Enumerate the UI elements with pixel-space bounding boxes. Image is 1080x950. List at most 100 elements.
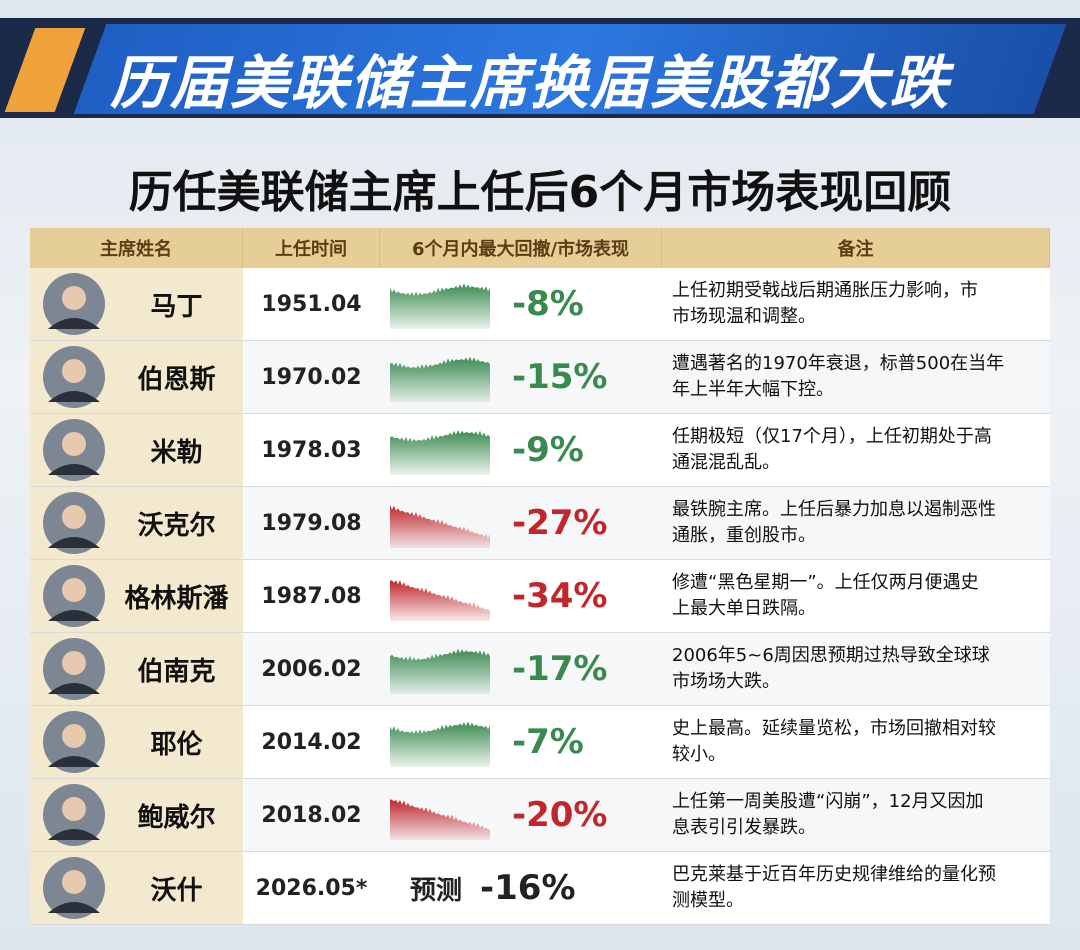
drawdown-value: -27% <box>512 503 608 543</box>
performance-cell: -27% <box>380 487 662 559</box>
date-cell: 2026.05* <box>255 875 368 901</box>
banner: 历届美联储主席换届美股都大跌 <box>0 18 1080 118</box>
notes-cell: 巴克莱基于近百年历史规律维给的量化预 测模型。 <box>662 852 1050 924</box>
note-line: 息表引引发暴跌。 <box>672 817 816 838</box>
sparkline <box>390 721 490 767</box>
date-cell: 1978.03 <box>261 437 362 463</box>
sparkline <box>390 430 490 475</box>
note-line: 测模型。 <box>672 890 744 911</box>
sparkline <box>390 504 490 548</box>
name-cell: 沃克尔 <box>30 487 243 559</box>
date-cell: 2014.02 <box>261 729 362 755</box>
note-line: 较小。 <box>672 744 726 765</box>
notes-cell: 上任第一周美股遭“闪崩”，12月又因加 息表引引发暴跌。 <box>662 779 1050 851</box>
chair-name: 沃什 <box>150 875 203 906</box>
subtitle: 历任美联储主席上任后6个月市场表现回顾 <box>128 167 952 218</box>
name-cell: 伯南克 <box>30 633 243 705</box>
sparkline <box>390 799 490 840</box>
column-header: 主席姓名 <box>30 228 243 268</box>
date-cell: 1970.02 <box>261 364 362 390</box>
name-cell: 格林斯潘 <box>30 560 243 632</box>
chair-name: 米勒 <box>150 437 203 468</box>
note-line: 市场场大跌。 <box>672 671 780 692</box>
drawdown-value: -9% <box>512 430 584 470</box>
portrait <box>43 346 105 408</box>
table-row: 伯恩斯 1970.02 -15% 遭遇著名的1970年衰退，标普500在当年 年上半年大… <box>30 341 1050 414</box>
name-cell: 伯恩斯 <box>30 341 243 413</box>
table-row: 米勒 1978.03 -9% 任期极短（仅17个月），上任初期处于高 通混混乱乱。 <box>30 414 1050 487</box>
performance-cell: -15% <box>380 341 662 413</box>
portrait <box>43 711 105 773</box>
name-cell: 沃什 <box>30 852 243 924</box>
note-line: 上任第一周美股遭“闪崩”，12月又因加 <box>672 791 984 812</box>
notes-cell: 最铁腕主席。上任后暴力加息以遏制恶性 通胀，重创股市。 <box>662 487 1050 559</box>
name-cell: 鲍威尔 <box>30 779 243 851</box>
performance-cell: -8% <box>380 268 662 340</box>
table-row: 沃什 2026.05* 预测 -16% 巴克莱基于近百年历史规律维给的量化预 测模型。 <box>30 852 1050 925</box>
portrait <box>43 784 105 846</box>
notes-cell: 2006年5~6周因思预期过热导致全球球 市场场大跌。 <box>662 633 1050 705</box>
column-header: 6个月内最大回撤/市场表现 <box>380 228 662 268</box>
portrait <box>43 565 105 627</box>
drawdown-value: -15% <box>512 357 608 397</box>
drawdown-value: -17% <box>512 649 608 689</box>
note-line: 上任初期受戟战后期通胀压力影响，市 <box>672 280 978 301</box>
portrait <box>43 638 105 700</box>
notes-cell: 上任初期受戟战后期通胀压力影响，市 市场现温和调整。 <box>662 268 1050 340</box>
performance-cell: -20% <box>380 779 662 851</box>
forecast-label: 预测 <box>410 875 463 906</box>
table-row: 格林斯潘 1987.08 -34% 修遭“黑色星期一”。上任仅两月便遇史 上最大单日跌隔… <box>30 560 1050 633</box>
notes-cell: 遭遇著名的1970年衰退，标普500在当年 年上半年大幅下控。 <box>662 341 1050 413</box>
drawdown-value: -7% <box>512 722 584 762</box>
note-line: 遭遇著名的1970年衰退，标普500在当年 <box>672 353 1005 374</box>
portrait <box>43 857 105 919</box>
column-header: 上任时间 <box>243 228 380 268</box>
performance-cell: -17% <box>380 633 662 705</box>
date-cell: 1987.08 <box>261 583 362 609</box>
drawdown-value: -8% <box>512 284 584 324</box>
name-cell: 马丁 <box>30 268 243 340</box>
note-line: 最铁腕主席。上任后暴力加息以遏制恶性 <box>672 499 996 520</box>
note-line: 通胀，重创股市。 <box>672 525 816 546</box>
note-line: 任期极短（仅17个月），上任初期处于高 <box>672 426 992 447</box>
notes-cell: 史上最高。延续量览松，市场回撤相对较 较小。 <box>662 706 1050 778</box>
performance-cell: -9% <box>380 414 662 486</box>
sparkline <box>390 648 490 694</box>
note-line: 2006年5~6周因思预期过热导致全球球 <box>672 645 990 666</box>
sparkline <box>390 283 490 329</box>
note-line: 年上半年大幅下控。 <box>672 379 834 400</box>
performance-cell: -7% <box>380 706 662 778</box>
drawdown-value: -20% <box>512 795 608 835</box>
note-line: 史上最高。延续量览松，市场回撤相对较 <box>672 718 996 739</box>
table-header: 主席姓名 上任时间 6个月内最大回撤/市场表现 备注 <box>30 228 1050 268</box>
table-row: 鲍威尔 2018.02 -20% 上任第一周美股遭“闪崩”，12月又因加 息表引引发暴跌… <box>30 779 1050 852</box>
sparkline <box>390 580 490 621</box>
drawdown-value: -34% <box>512 576 608 616</box>
performance-cell: 预测 -16% <box>380 852 662 924</box>
date-cell: 2018.02 <box>261 802 362 828</box>
table-row: 伯南克 2006.02 -17% 2006年5~6周因思预期过热导致全球球 市场场大跌。 <box>30 633 1050 706</box>
table-row: 马丁 1951.04 -8% 上任初期受戟战后期通胀压力影响，市 市场现温和调整。 <box>30 268 1050 341</box>
note-line: 通混混乱乱。 <box>672 452 780 473</box>
date-cell: 2006.02 <box>261 656 362 682</box>
date-cell: 1951.04 <box>261 291 362 317</box>
notes-cell: 任期极短（仅17个月），上任初期处于高 通混混乱乱。 <box>662 414 1050 486</box>
sparkline <box>390 356 490 402</box>
date-cell: 1979.08 <box>261 510 362 536</box>
note-line: 修遭“黑色星期一”。上任仅两月便遇史 <box>672 572 979 593</box>
notes-cell: 修遭“黑色星期一”。上任仅两月便遇史 上最大单日跌隔。 <box>662 560 1050 632</box>
portrait <box>43 492 105 554</box>
drawdown-value: -16% <box>480 868 576 908</box>
portrait <box>43 419 105 481</box>
table: 主席姓名 上任时间 6个月内最大回撤/市场表现 备注 马丁 1951.04 -8% 上任初期… <box>30 228 1050 925</box>
chair-name: 沃克尔 <box>137 510 216 541</box>
chair-name: 耶伦 <box>150 729 203 760</box>
chair-name: 鲍威尔 <box>137 802 216 833</box>
note-line: 市场现温和调整。 <box>672 306 816 327</box>
column-header: 备注 <box>662 228 1050 268</box>
note-line: 巴克莱基于近百年历史规律维给的量化预 <box>672 864 996 885</box>
chair-name: 伯南克 <box>137 656 216 687</box>
name-cell: 耶伦 <box>30 706 243 778</box>
name-cell: 米勒 <box>30 414 243 486</box>
